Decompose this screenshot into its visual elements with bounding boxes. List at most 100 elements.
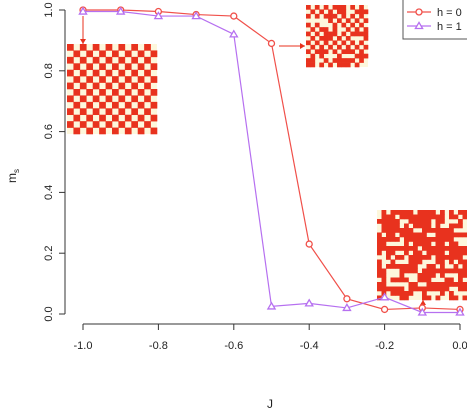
lattice-cell <box>350 58 356 63</box>
lattice-cell <box>440 210 445 215</box>
lattice-cell <box>306 22 311 28</box>
lattice-cell <box>381 237 387 242</box>
legend: h = 0 h = 1 <box>402 0 467 40</box>
lattice-cell <box>417 210 423 215</box>
lattice-cell <box>386 246 391 251</box>
lattice-cell <box>345 27 351 32</box>
lattice-cell <box>105 56 113 64</box>
inset-checkerboard <box>67 44 158 135</box>
lattice-cell <box>137 89 145 96</box>
lattice-cell <box>440 255 445 260</box>
lattice-cell <box>431 264 436 269</box>
lattice-cell <box>458 282 463 287</box>
lattice-cell <box>363 44 369 50</box>
lattice-cell <box>319 62 325 68</box>
lattice-cell <box>399 277 405 283</box>
lattice-cell <box>314 22 320 28</box>
lattice-cell <box>440 219 445 224</box>
lattice-cell <box>377 268 382 274</box>
lattice-cell <box>319 36 325 41</box>
lattice-cell <box>99 89 106 96</box>
lattice-cell <box>422 286 427 292</box>
lattice-cell <box>131 82 139 90</box>
lattice-cell <box>395 291 400 296</box>
lattice-cell <box>399 214 405 220</box>
y-tick-label: 0.0 <box>43 306 55 321</box>
lattice-cell <box>417 241 423 247</box>
lattice-cell <box>449 210 454 215</box>
lattice-cell <box>310 62 316 68</box>
lattice-cell <box>413 286 418 292</box>
lattice-cell <box>417 219 423 224</box>
lattice-cell <box>310 9 316 15</box>
lattice-cell <box>99 76 106 83</box>
lattice-cell <box>345 18 351 24</box>
lattice-cell <box>105 108 113 116</box>
lattice-cell <box>408 291 414 296</box>
lattice-cell <box>67 108 74 116</box>
lattice-cell <box>404 210 409 215</box>
lattice-cell <box>435 286 441 292</box>
lattice-cell <box>390 232 396 238</box>
lattice-cell <box>345 62 351 68</box>
lattice-cell <box>413 237 418 242</box>
lattice-cell <box>99 127 106 135</box>
lattice-cell <box>462 250 467 256</box>
lattice-cell <box>449 237 454 242</box>
lattice-cell <box>112 127 119 135</box>
lattice-cell <box>462 246 467 251</box>
lattice-cell <box>323 40 329 46</box>
lattice-cell <box>458 223 463 229</box>
lattice-cell <box>462 268 467 274</box>
lattice-cell <box>341 58 347 63</box>
lattice-cell <box>462 214 467 220</box>
data-point <box>191 11 201 20</box>
lattice-cell <box>431 273 436 278</box>
legend-box <box>402 0 467 40</box>
lattice-cell <box>440 286 445 292</box>
lattice-cell <box>319 53 325 59</box>
lattice-cell <box>105 69 113 77</box>
lattice-cell <box>363 53 369 59</box>
lattice-cell <box>337 36 342 41</box>
lattice-cell <box>131 44 139 51</box>
lattice-cell <box>328 13 333 19</box>
lattice-cell <box>404 264 409 269</box>
lattice-cell <box>386 237 391 242</box>
lattice-cell <box>440 273 445 278</box>
lattice-cell <box>426 219 432 224</box>
lattice-cell <box>137 76 145 83</box>
lattice-cell <box>118 44 126 51</box>
lattice-cell <box>118 56 126 64</box>
lattice-cell <box>92 121 100 128</box>
lattice-cell <box>131 56 139 64</box>
lattice-cell <box>112 114 119 122</box>
lattice-cell <box>404 241 409 247</box>
lattice-cell <box>345 58 351 63</box>
lattice-cell <box>386 286 391 292</box>
lattice-cell <box>417 277 423 283</box>
axes: -1.0 -0.8 -0.6 -0.4 -0.2 0.0 0.0 0.2 0.4 0.6 0.8 1.… <box>43 2 467 352</box>
lattice-cell <box>332 49 338 55</box>
lattice-cell <box>431 210 436 215</box>
data-point <box>115 6 126 15</box>
lattice-cell <box>79 56 87 64</box>
lattice-cell <box>137 114 145 122</box>
lattice-cell <box>413 246 418 251</box>
lattice-cell <box>399 268 405 274</box>
legend-label: h = 0 <box>437 7 462 19</box>
lattice-cell <box>449 291 454 296</box>
lattice-cell <box>79 69 87 77</box>
lattice-cell <box>444 268 450 274</box>
lattice-cell <box>314 5 320 10</box>
lattice-cell <box>435 232 441 238</box>
lattice-cell <box>440 237 445 242</box>
lattice-cell <box>417 255 423 260</box>
lattice-cell <box>404 228 409 233</box>
lattice-cell <box>426 286 432 292</box>
lattice-cell <box>381 223 387 229</box>
lattice-cell <box>118 108 126 116</box>
lattice-cell <box>449 277 454 283</box>
lattice-cell <box>381 273 387 278</box>
lattice-cell <box>377 295 382 301</box>
